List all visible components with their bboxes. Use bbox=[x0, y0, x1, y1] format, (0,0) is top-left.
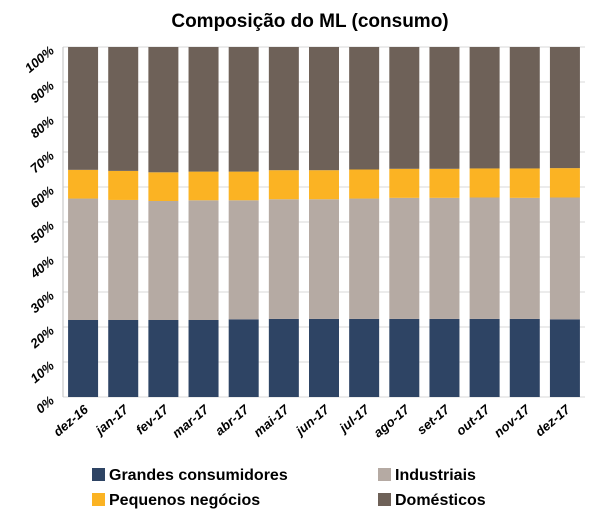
bar-segment bbox=[469, 47, 500, 169]
bar-segment bbox=[108, 320, 139, 397]
bar-segment bbox=[309, 318, 339, 397]
bar-segment bbox=[148, 172, 179, 201]
bar-segment bbox=[108, 199, 139, 320]
bar-segment bbox=[268, 199, 299, 319]
bar-segment bbox=[429, 168, 460, 198]
bar-segment bbox=[429, 47, 460, 169]
bar-segment bbox=[108, 47, 139, 171]
bar-segment bbox=[509, 318, 540, 397]
bar-segment bbox=[389, 197, 420, 319]
bar-segment bbox=[509, 47, 540, 169]
bar-segment bbox=[228, 47, 259, 172]
y-tick-label: 60% bbox=[27, 183, 57, 211]
bar-segment bbox=[68, 320, 99, 397]
x-tick-label: mar-17 bbox=[169, 401, 212, 440]
bar-segment bbox=[549, 168, 580, 198]
bar-segment bbox=[349, 198, 380, 319]
bar-segment bbox=[188, 200, 219, 320]
y-tick-label: 100% bbox=[22, 43, 57, 76]
bar-segment bbox=[188, 171, 219, 201]
y-tick-label: 0% bbox=[33, 393, 57, 417]
bar-segment bbox=[309, 170, 339, 200]
bar-segment bbox=[429, 318, 460, 397]
bar-segment bbox=[68, 47, 99, 170]
y-tick-label: 50% bbox=[27, 218, 57, 246]
y-tick-label: 10% bbox=[27, 358, 57, 386]
y-tick-label: 40% bbox=[27, 253, 58, 282]
x-tick-label: nov-17 bbox=[491, 401, 533, 440]
bar-segment bbox=[549, 47, 580, 169]
bar-segment bbox=[509, 197, 540, 319]
bar-segment bbox=[349, 47, 380, 170]
bar-segment bbox=[389, 168, 420, 198]
x-tick-label: jul-17 bbox=[335, 401, 373, 436]
bar-segment bbox=[469, 197, 500, 319]
bar-segment bbox=[309, 199, 339, 319]
bar-segment bbox=[509, 168, 540, 198]
x-tick-label: out-17 bbox=[453, 401, 493, 438]
bar-segment bbox=[268, 170, 299, 200]
x-tick-label: dez-17 bbox=[532, 401, 573, 439]
bar-segment bbox=[68, 198, 99, 320]
x-tick-label: jan-17 bbox=[91, 401, 132, 438]
legend-swatch bbox=[92, 493, 105, 506]
legend-label: Domésticos bbox=[395, 492, 486, 509]
legend-label: Industriais bbox=[395, 467, 476, 484]
y-tick-label: 20% bbox=[27, 323, 58, 352]
x-tick-label: abr-17 bbox=[212, 401, 252, 438]
bar-segment bbox=[228, 200, 259, 320]
bar-segment bbox=[349, 318, 380, 397]
legend-swatch bbox=[92, 468, 105, 481]
bar-segment bbox=[469, 318, 500, 397]
bar-segment bbox=[108, 170, 139, 200]
bar-segment bbox=[188, 47, 219, 172]
bar-segment bbox=[309, 47, 339, 171]
legend-label: Grandes consumidores bbox=[109, 467, 288, 484]
bar-segment bbox=[549, 319, 580, 397]
bar-segment bbox=[188, 320, 219, 397]
bar-segment bbox=[389, 47, 420, 169]
x-tick-label: dez-16 bbox=[50, 401, 91, 439]
y-tick-label: 80% bbox=[27, 113, 57, 141]
bar-segment bbox=[228, 319, 259, 397]
x-tick-label: set-17 bbox=[414, 401, 453, 437]
y-tick-label: 70% bbox=[27, 148, 57, 176]
bar-segment bbox=[228, 171, 259, 201]
bar-segment bbox=[349, 169, 380, 199]
bar-segment bbox=[148, 201, 179, 320]
legend-swatch bbox=[378, 468, 391, 481]
bar-segment bbox=[389, 318, 420, 397]
y-tick-label: 90% bbox=[27, 78, 57, 106]
legend-label: Pequenos negócios bbox=[109, 492, 260, 509]
bar-segment bbox=[268, 47, 299, 171]
x-tick-label: fev-17 bbox=[133, 401, 172, 437]
bar-segment bbox=[148, 320, 179, 397]
bar-segment bbox=[68, 169, 99, 199]
bar-segment bbox=[148, 47, 179, 173]
y-tick-label: 30% bbox=[27, 288, 57, 316]
bar-segment bbox=[549, 197, 580, 320]
bar-segment bbox=[469, 168, 500, 198]
x-tick-label: mai-17 bbox=[251, 401, 293, 439]
legend-swatch bbox=[378, 493, 391, 506]
bar-segment bbox=[268, 318, 299, 397]
bar-segment bbox=[429, 197, 460, 319]
x-tick-label: ago-17 bbox=[370, 401, 412, 440]
x-tick-label: jun-17 bbox=[291, 401, 332, 439]
chart-title: Composição do ML (consumo) bbox=[171, 11, 448, 32]
